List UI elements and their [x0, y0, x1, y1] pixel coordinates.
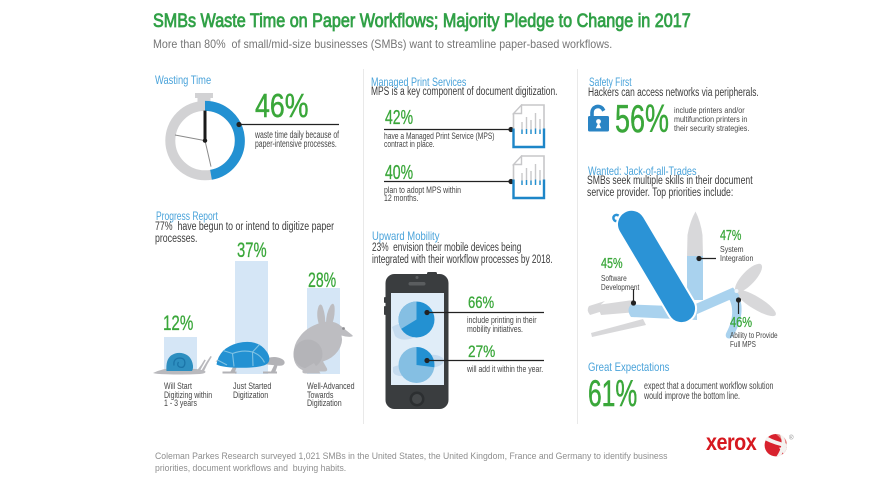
svg-text:®: ® [789, 435, 794, 442]
